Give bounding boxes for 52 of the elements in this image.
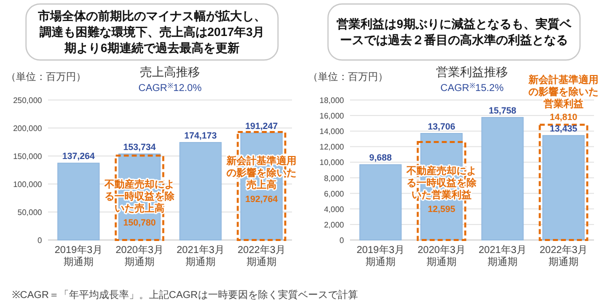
y-tick-label: 10,000	[320, 158, 345, 168]
x-tick-label: 2021年3月期通期	[478, 244, 526, 268]
y-tick-label: 8,000	[324, 174, 345, 183]
text: ※CAGR＝「年平均成長率」。上記CAGRは一時要因を除く実質ベースで計算	[12, 289, 358, 301]
text: （単位：百万円）	[6, 71, 86, 83]
y-tick-label: 0	[340, 236, 345, 245]
y-tick-label: 200,000	[13, 124, 43, 133]
data-label: 174,173	[184, 130, 217, 140]
data-label: 137,264	[62, 151, 95, 162]
data-label: 12,595	[428, 204, 456, 214]
y-tick-label: 2,000	[324, 220, 345, 230]
bar	[179, 142, 222, 240]
x-tick-label: 2020年3月期通期	[116, 244, 164, 268]
y-tick-label: 250,000	[13, 96, 43, 105]
bar	[481, 117, 524, 240]
bar	[542, 135, 585, 240]
chart-title: 売上高推移	[140, 65, 200, 79]
text: 市場全体の前期比のマイナス幅が拡大し、調達も困難な環境下、売上高は2017年3月期より6期連続で過去最高を更新	[37, 9, 266, 55]
y-tick-label: 100,000	[13, 180, 43, 189]
data-label: 14,810	[550, 112, 578, 122]
chart-title: 営業利益推移	[436, 65, 508, 79]
text: CAGR$^{※}$15.2%	[440, 82, 504, 94]
text: CAGR$^{※}$12.0%	[138, 82, 202, 94]
bar	[359, 164, 402, 240]
bar	[57, 162, 100, 240]
y-tick-label: 4,000	[324, 204, 345, 214]
x-tick-label: 2020年3月期通期	[418, 244, 466, 268]
annotation: 新会計基準適用の影響を除いた営業利益	[528, 74, 598, 110]
y-tick-label: 150,000	[13, 152, 43, 161]
y-tick-label: 14,000	[320, 127, 345, 136]
data-label: 9,688	[369, 152, 392, 163]
data-label: 153,734	[123, 142, 156, 152]
data-label: 150,780	[123, 218, 156, 228]
data-label: 191,247	[245, 120, 278, 131]
y-tick-label: 6,000	[324, 189, 345, 198]
data-label: 13,435	[550, 124, 578, 134]
x-tick-label: 2021年3月期通期	[176, 244, 224, 268]
x-tick-label: 2022年3月期通期	[540, 244, 588, 268]
x-tick-label: 2022年3月期通期	[238, 244, 286, 268]
data-label: 15,758	[488, 105, 516, 116]
y-tick-label: 16,000	[320, 112, 345, 121]
y-tick-label: 50,000	[18, 208, 43, 217]
data-label: 192,764	[245, 194, 278, 204]
y-tick-label: 0	[38, 236, 43, 245]
x-tick-label: 2019年3月期通期	[356, 244, 404, 268]
y-tick-label: 18,000	[320, 96, 345, 105]
text: 営業利益は9期ぶりに減益となるも、実質ベースでは過去２番目の高水準の利益となる	[336, 17, 572, 47]
data-label: 13,706	[428, 121, 456, 132]
bar	[538, 124, 588, 241]
x-tick-label: 2019年3月期通期	[54, 244, 102, 268]
text: （単位：百万円）	[308, 71, 388, 83]
y-tick-label: 12,000	[320, 142, 345, 152]
